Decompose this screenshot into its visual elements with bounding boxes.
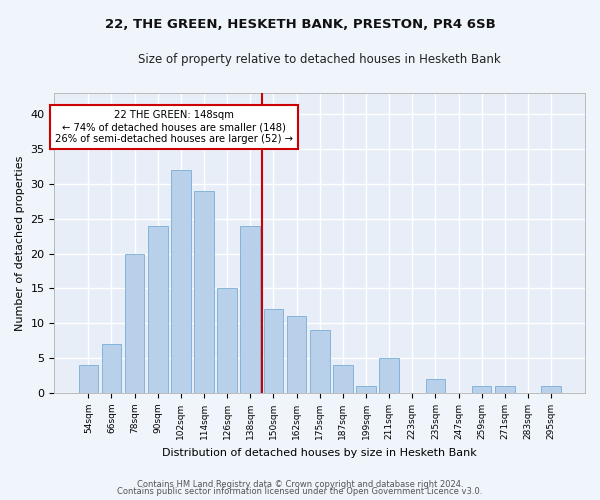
Text: Contains HM Land Registry data © Crown copyright and database right 2024.: Contains HM Land Registry data © Crown c…: [137, 480, 463, 489]
Bar: [310, 330, 329, 393]
Bar: [541, 386, 561, 393]
Text: Contains public sector information licensed under the Open Government Licence v3: Contains public sector information licen…: [118, 488, 482, 496]
Bar: [333, 365, 353, 393]
Text: 22, THE GREEN, HESKETH BANK, PRESTON, PR4 6SB: 22, THE GREEN, HESKETH BANK, PRESTON, PR…: [104, 18, 496, 30]
Y-axis label: Number of detached properties: Number of detached properties: [15, 156, 25, 331]
Bar: [356, 386, 376, 393]
Bar: [287, 316, 307, 393]
Bar: [194, 190, 214, 393]
Bar: [241, 226, 260, 393]
X-axis label: Distribution of detached houses by size in Hesketh Bank: Distribution of detached houses by size …: [163, 448, 477, 458]
Bar: [101, 344, 121, 393]
Bar: [79, 365, 98, 393]
Bar: [171, 170, 191, 393]
Bar: [125, 254, 145, 393]
Bar: [263, 310, 283, 393]
Bar: [495, 386, 515, 393]
Bar: [217, 288, 237, 393]
Bar: [379, 358, 399, 393]
Bar: [425, 379, 445, 393]
Bar: [148, 226, 167, 393]
Bar: [472, 386, 491, 393]
Title: Size of property relative to detached houses in Hesketh Bank: Size of property relative to detached ho…: [139, 52, 501, 66]
Text: 22 THE GREEN: 148sqm
← 74% of detached houses are smaller (148)
26% of semi-deta: 22 THE GREEN: 148sqm ← 74% of detached h…: [55, 110, 293, 144]
